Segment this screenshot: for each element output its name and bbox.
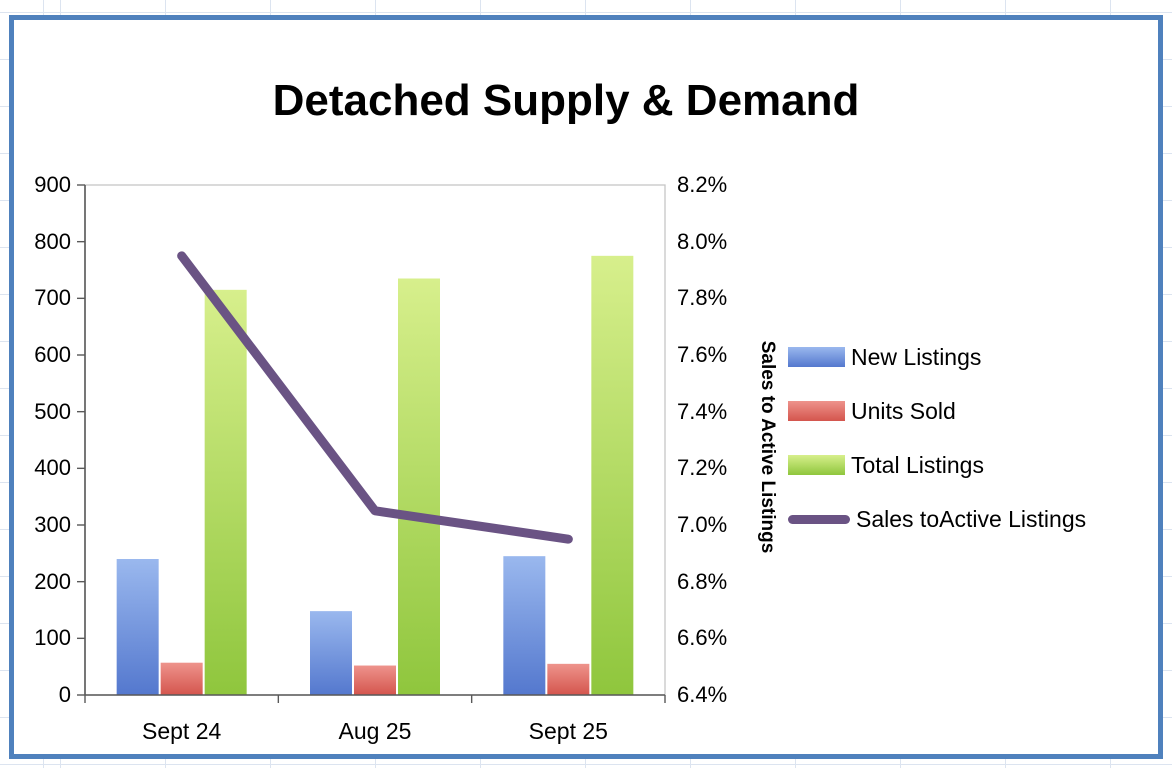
- legend-label: Total Listings: [851, 451, 984, 478]
- right-axis-tick: 7.8%: [677, 285, 728, 311]
- bar-units-sold-sept-25[interactable]: [547, 663, 590, 695]
- bar-new-listings-aug-25[interactable]: [310, 611, 352, 695]
- legend-item-sales-toactive-listings[interactable]: Sales toActive Listings: [788, 505, 1087, 532]
- right-axis-tick: 7.2%: [677, 455, 728, 481]
- bar-total-listings-aug-25[interactable]: [398, 278, 440, 696]
- left-axis-tick: 400: [34, 455, 71, 481]
- category-label: Aug 25: [338, 718, 412, 744]
- right-axis-tick: 6.6%: [677, 625, 728, 651]
- left-axis-tick: 900: [34, 172, 71, 197]
- left-axis-tick: 700: [34, 285, 71, 311]
- right-axis-tick: 7.0%: [677, 512, 728, 537]
- plot-border: [84, 184, 666, 696]
- plot-area[interactable]: [14, 20, 1158, 754]
- legend-label: Units Sold: [851, 397, 956, 424]
- legend-item-total-listings[interactable]: Total Listings: [788, 451, 1086, 478]
- legend-label: New Listings: [851, 343, 982, 370]
- legend-item-units-sold[interactable]: Units Sold: [788, 397, 1086, 424]
- legend-swatch-sales-toactive-listings: [788, 514, 850, 524]
- category-label: Sept 25: [528, 718, 608, 744]
- left-axis-tick: 500: [34, 398, 71, 424]
- line-sales-toactive-listings[interactable]: [177, 251, 573, 544]
- left-axis-tick: 100: [34, 625, 71, 651]
- right-axis-tick: 6.8%: [677, 568, 728, 594]
- right-axis-tick: 6.4%: [677, 682, 728, 707]
- left-axis-tick: 0: [58, 682, 71, 707]
- legend[interactable]: New Listings Units Sold Total Listings Sale…: [788, 343, 1087, 532]
- right-axis-tick: 7.6%: [677, 342, 728, 367]
- left-axis-tick: 600: [34, 342, 71, 367]
- bar-units-sold-aug-25[interactable]: [354, 665, 396, 695]
- right-axis-tick: 8.0%: [677, 228, 728, 254]
- right-axis-tick: 7.4%: [677, 398, 728, 424]
- left-axis-tick: 200: [34, 568, 71, 594]
- bar-new-listings-sept-25[interactable]: [503, 556, 546, 695]
- chart-object[interactable]: Detached Supply & Demand Sales to Active…: [9, 15, 1163, 759]
- chart-title[interactable]: Detached Supply & Demand: [272, 76, 860, 125]
- legend-item-new-listings[interactable]: New Listings: [788, 343, 1086, 370]
- category-label: Sept 24: [142, 718, 222, 744]
- bar-new-listings-sept-24[interactable]: [116, 559, 159, 695]
- left-axis-tick: 800: [34, 228, 71, 254]
- legend-swatch-units-sold: [788, 401, 845, 421]
- legend-label: Sales toActive Listings: [856, 505, 1087, 532]
- bar-total-listings-sept-25[interactable]: [591, 255, 634, 696]
- bar-total-listings-sept-24[interactable]: [204, 289, 247, 695]
- bar-units-sold-sept-24[interactable]: [160, 662, 203, 695]
- left-axis-tick: 300: [34, 512, 71, 537]
- legend-swatch-total-listings: [788, 455, 845, 475]
- legend-swatch-new-listings: [788, 347, 845, 367]
- right-axis-tick: 8.2%: [677, 172, 728, 197]
